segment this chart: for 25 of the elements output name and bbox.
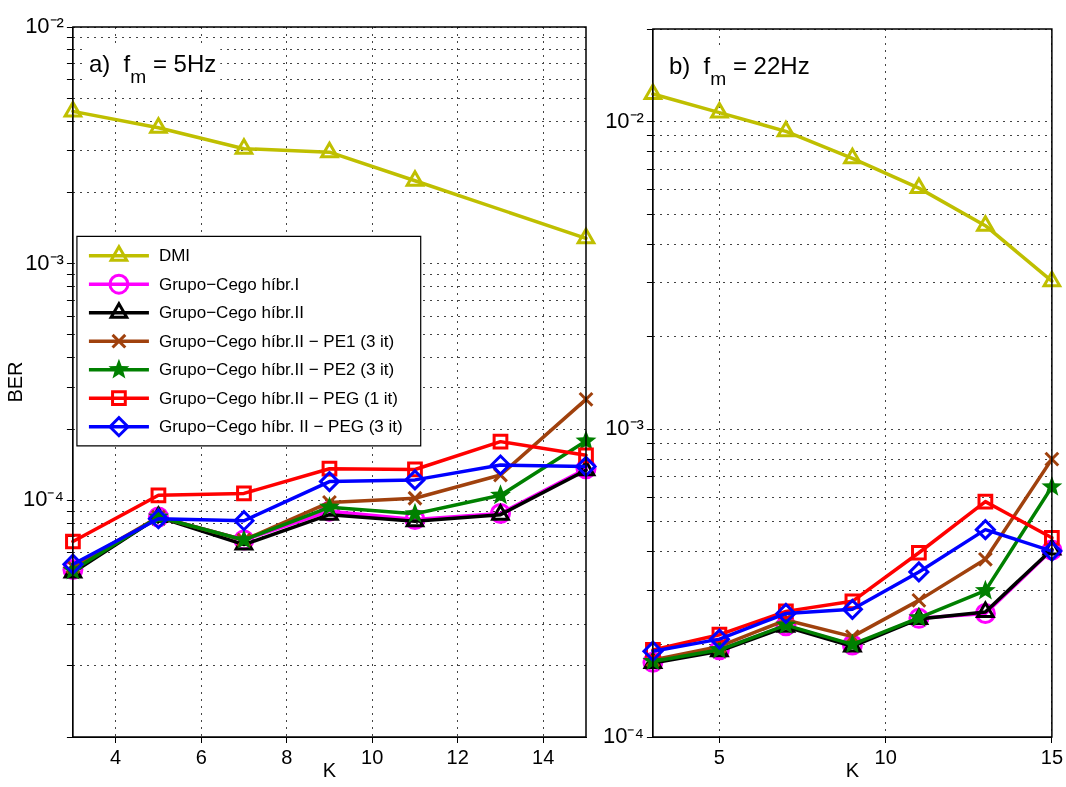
x-tick-label: 6 [195,745,207,768]
x-axis-title: K [845,758,860,781]
x-tick-label: 10 [361,745,384,768]
legend-label: DMI [158,246,191,266]
x-tick-label: 5 [713,745,725,768]
x-tick-label: 14 [532,745,555,768]
y-axis-title: BER [3,361,26,403]
y-tick-label: 10⁻³ [25,249,64,275]
y-tick-label: 10⁻⁴ [602,723,644,749]
legend-label: Grupo−Cego híbr.II − PE2 (3 it) [158,360,395,380]
y-tick-label: 10⁻² [25,13,64,39]
x-tick-label: 15 [1040,745,1063,768]
y-tick-label: 10⁻³ [605,415,644,441]
y-tick-label: 10⁻⁴ [22,486,64,512]
legend-label: Grupo−Cego híbr.II [158,303,304,323]
y-tick-label: 10⁻² [605,107,644,133]
legend-label: Grupo−Cego híbr.I [158,274,300,294]
x-tick-label: 12 [446,745,469,768]
x-tick-label: 4 [110,745,122,768]
x-tick-label: 8 [281,745,293,768]
x-tick-label: 10 [874,745,897,768]
legend-label: Grupo−Cego híbr.II − PE1 (3 it) [158,331,395,351]
x-axis-title: K [322,758,337,781]
legend-label: Grupo−Cego híbr.II − PEG (1 it) [158,388,398,408]
legend-label: Grupo−Cego híbr. II − PEG (3 it) [158,417,403,437]
